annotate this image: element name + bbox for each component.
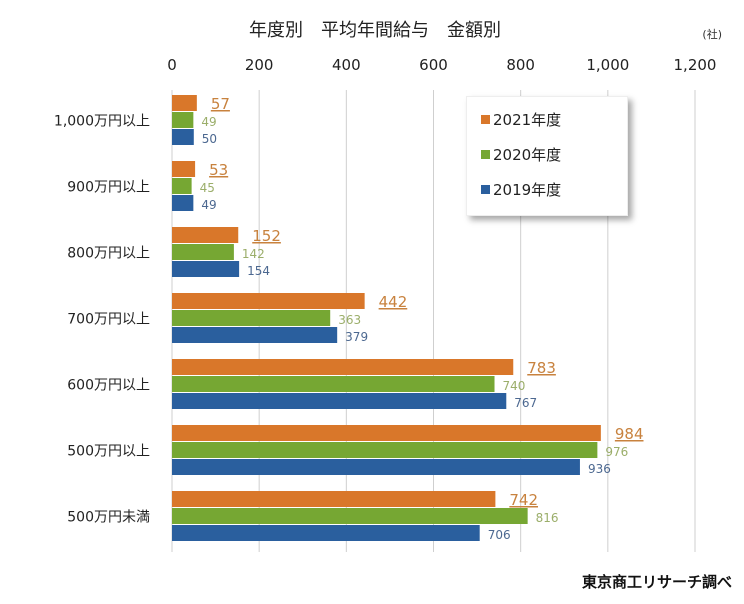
- legend-swatch: [481, 150, 490, 159]
- category-label: 500万円以上: [67, 444, 150, 460]
- data-label: 976: [605, 445, 628, 459]
- bar-2019年度: [172, 195, 194, 211]
- x-tick-label: 200: [245, 56, 274, 74]
- data-label: 984: [615, 425, 644, 443]
- bar-2019年度: [172, 327, 338, 343]
- legend-item-2019: 2019年度: [481, 179, 561, 200]
- data-label: 142: [242, 247, 265, 261]
- data-label: 50: [202, 132, 217, 146]
- data-label: 936: [588, 462, 611, 476]
- legend-label: 2021年度: [493, 111, 562, 129]
- legend-swatch: [481, 115, 490, 124]
- bar-2020年度: [172, 178, 192, 194]
- data-label: 152: [252, 227, 281, 245]
- category-label: 600万円以上: [67, 378, 150, 394]
- legend-item-2020: 2020年度: [481, 144, 561, 165]
- bar-2021年度: [172, 359, 514, 375]
- data-label: 742: [509, 491, 538, 509]
- bar-2021年度: [172, 293, 365, 309]
- data-label: 816: [536, 511, 559, 525]
- bar-2020年度: [172, 244, 234, 260]
- category-label: 1,000万円以上: [54, 114, 150, 130]
- data-label: 57: [211, 95, 230, 113]
- bar-2019年度: [172, 459, 580, 475]
- legend-swatch: [481, 185, 490, 194]
- legend: 2021年度 2020年度 2019年度: [466, 96, 628, 216]
- bar-2021年度: [172, 95, 197, 111]
- x-tick-label: 1,000: [586, 56, 629, 74]
- bar-2020年度: [172, 442, 598, 458]
- category-label: 700万円以上: [67, 312, 150, 328]
- data-label: 379: [345, 330, 368, 344]
- x-tick-label: 400: [332, 56, 361, 74]
- bar-2019年度: [172, 525, 480, 541]
- data-label: 767: [514, 396, 537, 410]
- bar-2021年度: [172, 425, 601, 441]
- x-tick-label: 1,200: [674, 56, 717, 74]
- data-label: 49: [201, 115, 216, 129]
- source-note: 東京商工リサーチ調べ: [581, 573, 732, 591]
- bar-2021年度: [172, 491, 496, 507]
- bar-2019年度: [172, 129, 194, 145]
- x-tick-label: 600: [419, 56, 448, 74]
- legend-item-2021: 2021年度: [481, 109, 561, 130]
- bar-2020年度: [172, 310, 331, 326]
- x-tick-label: 800: [506, 56, 535, 74]
- data-label: 706: [488, 528, 511, 542]
- data-label: 45: [200, 181, 215, 195]
- data-label: 49: [201, 198, 216, 212]
- data-label: 442: [379, 293, 408, 311]
- bar-2019年度: [172, 393, 507, 409]
- legend-label: 2020年度: [493, 146, 562, 164]
- bar-2020年度: [172, 112, 194, 128]
- category-label: 500万円未満: [67, 510, 150, 526]
- data-label: 783: [527, 359, 556, 377]
- data-label: 53: [209, 161, 228, 179]
- bar-2019年度: [172, 261, 240, 277]
- bar-2021年度: [172, 227, 239, 243]
- chart-title: 年度別 平均年間給与 金額別: [249, 20, 501, 41]
- data-label: 363: [338, 313, 361, 327]
- category-label: 800万円以上: [67, 246, 150, 262]
- category-label: 900万円以上: [67, 180, 150, 196]
- unit-label: (社): [702, 27, 722, 41]
- bar-2020年度: [172, 376, 495, 392]
- data-label: 740: [503, 379, 526, 393]
- data-label: 154: [247, 264, 270, 278]
- bar-2021年度: [172, 161, 196, 177]
- legend-label: 2019年度: [493, 181, 562, 199]
- x-tick-label: 0: [167, 56, 177, 74]
- bar-2020年度: [172, 508, 528, 524]
